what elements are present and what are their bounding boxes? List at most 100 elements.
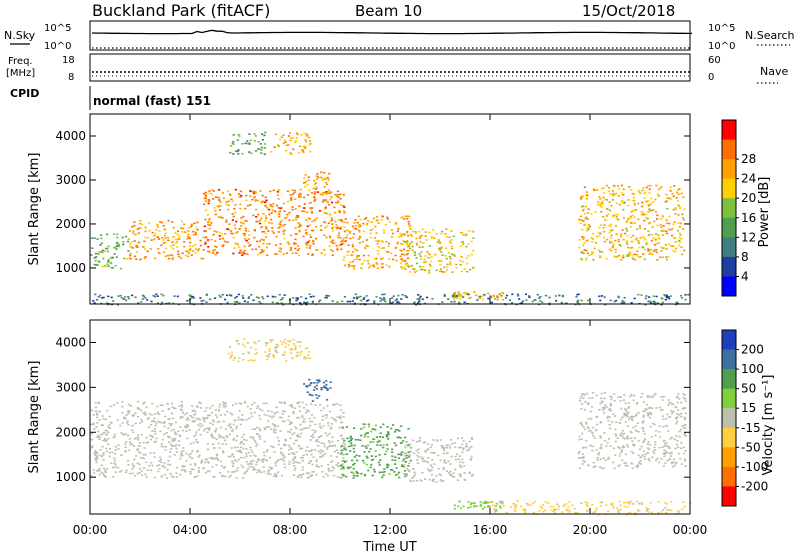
data-cell (294, 238, 297, 241)
data-cell (217, 442, 220, 445)
data-cell (603, 392, 606, 394)
data-cell (355, 471, 359, 474)
data-cell (132, 445, 135, 448)
data-cell (586, 252, 589, 254)
data-cell (315, 237, 318, 240)
data-cell (585, 191, 588, 193)
data-cell (204, 471, 208, 474)
data-cell (191, 250, 195, 252)
data-cell (351, 254, 354, 256)
data-cell (376, 263, 379, 265)
data-cell (95, 459, 98, 461)
data-cell (114, 463, 117, 466)
data-cell (490, 501, 493, 504)
data-cell (98, 467, 101, 470)
data-cell (307, 476, 311, 479)
data-cell (221, 245, 224, 247)
data-cell (674, 213, 677, 215)
data-cell (618, 203, 622, 206)
data-cell (275, 460, 278, 463)
data-cell (326, 176, 330, 179)
data-cell (655, 407, 658, 409)
data-cell (323, 445, 326, 448)
data-cell (622, 238, 625, 241)
data-cell (282, 230, 285, 233)
colorbar-segment (722, 159, 736, 180)
data-cell (406, 217, 409, 220)
data-cell (633, 204, 637, 206)
data-cell (110, 296, 113, 299)
data-cell (171, 258, 174, 260)
data-cell (202, 429, 206, 432)
data-cell (367, 245, 370, 248)
data-cell (620, 449, 623, 451)
data-cell (595, 509, 598, 512)
data-cell (254, 248, 258, 250)
data-cell (623, 412, 626, 415)
data-cell (634, 425, 637, 427)
data-cell (142, 402, 145, 405)
data-cell (267, 355, 271, 358)
data-cell (176, 240, 179, 243)
y-tick-label: 4000 (55, 129, 86, 143)
data-cell (352, 477, 355, 479)
data-cell (236, 150, 239, 153)
data-cell (181, 465, 184, 468)
data-cell (211, 404, 214, 407)
data-cell (110, 266, 113, 269)
data-cell (309, 207, 313, 210)
data-cell (342, 474, 345, 476)
data-cell (672, 249, 675, 252)
data-cell (176, 246, 179, 248)
data-cell (603, 296, 606, 298)
data-cell (232, 215, 235, 218)
data-cell (632, 193, 635, 195)
data-cell (636, 250, 639, 252)
data-cell (327, 463, 330, 466)
data-cell (231, 429, 234, 431)
data-cell (299, 345, 302, 348)
data-cell (662, 396, 665, 398)
data-cell (90, 254, 93, 256)
data-cell (309, 140, 312, 142)
data-cell (320, 427, 323, 429)
data-cell (629, 215, 632, 218)
data-cell (400, 258, 403, 260)
data-cell (212, 198, 215, 200)
data-cell (669, 438, 672, 440)
data-cell (221, 443, 224, 445)
data-cell (453, 442, 456, 444)
data-cell (455, 267, 458, 269)
data-cell (233, 301, 237, 303)
data-cell (245, 452, 248, 455)
data-cell (296, 476, 299, 478)
data-cell (668, 215, 671, 218)
data-cell (427, 448, 430, 450)
data-cell (192, 297, 195, 299)
data-cell (594, 465, 597, 467)
data-cell (257, 213, 260, 216)
data-cell (340, 219, 343, 221)
data-cell (270, 467, 274, 469)
data-cell (326, 295, 329, 297)
data-cell (326, 474, 329, 477)
data-cell (326, 405, 329, 407)
data-cell (139, 227, 142, 229)
data-cell (145, 442, 148, 444)
data-cell (381, 257, 384, 259)
data-cell (231, 232, 234, 235)
data-cell (315, 388, 318, 390)
data-cell (240, 194, 243, 197)
data-cell (146, 469, 149, 471)
data-cell (260, 217, 263, 220)
data-cell (662, 509, 665, 511)
data-cell (299, 192, 302, 195)
data-cell (451, 442, 454, 445)
data-cell (595, 429, 598, 431)
data-cell (394, 456, 397, 458)
data-cell (418, 246, 421, 248)
data-cell (224, 404, 227, 407)
data-cell (619, 235, 623, 238)
data-cell (592, 188, 595, 190)
data-cell (644, 303, 647, 306)
